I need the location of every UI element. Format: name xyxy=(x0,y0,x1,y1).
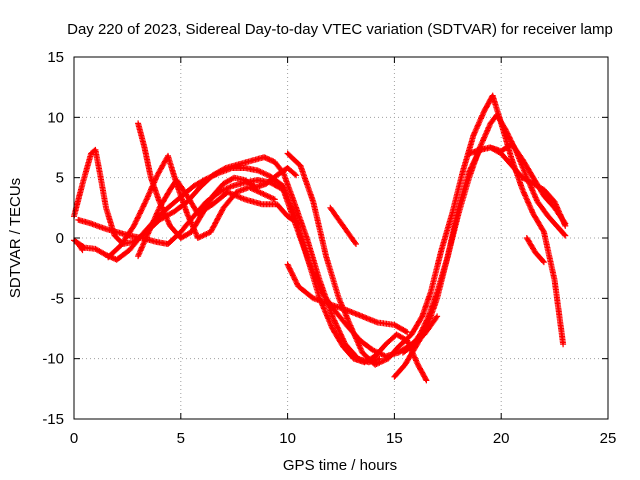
x-tick-label: 25 xyxy=(600,430,617,447)
y-tick-label: 10 xyxy=(47,109,64,126)
series-arc-m xyxy=(523,235,547,266)
series-arc-d xyxy=(135,120,300,241)
series-trace xyxy=(468,146,567,227)
data-series xyxy=(71,92,569,384)
series-arc-l xyxy=(327,204,359,247)
series-plus-markers xyxy=(284,261,411,336)
series-plus-markers xyxy=(399,140,569,356)
series-plus-markers xyxy=(75,241,86,254)
series-arc-e xyxy=(105,152,278,261)
series-arc-j xyxy=(466,144,569,229)
y-tick-label: 0 xyxy=(56,230,64,247)
y-tick-label: 15 xyxy=(47,49,64,66)
x-tick-label: 15 xyxy=(386,430,403,447)
series-plus-markers xyxy=(105,152,278,261)
chart-title: Day 220 of 2023, Sidereal Day-to-day VTE… xyxy=(67,21,613,38)
axis-ticks: 0 5 10 15 20 25 -15 -10 -5 0 5 10 15 xyxy=(42,49,616,447)
y-tick-label: -15 xyxy=(42,411,64,428)
y-axis-label: SDTVAR / TECUs xyxy=(7,178,24,298)
series-arc-f xyxy=(135,177,302,260)
series-plus-markers xyxy=(327,204,359,247)
x-tick-label: 10 xyxy=(279,430,296,447)
y-tick-label: -10 xyxy=(42,351,64,368)
series-plus-markers xyxy=(135,177,302,260)
y-tick-label: -5 xyxy=(51,290,64,307)
series-arc-i xyxy=(399,140,569,356)
series-plus-markers xyxy=(466,144,569,229)
x-axis-label: GPS time / hours xyxy=(283,457,397,474)
series-plus-markers xyxy=(523,235,547,266)
x-tick-label: 5 xyxy=(177,430,185,447)
series-trace xyxy=(78,179,438,358)
series-arc-n xyxy=(75,241,86,254)
x-tick-label: 0 xyxy=(70,430,78,447)
x-tick-label: 20 xyxy=(493,430,510,447)
series-arc-k xyxy=(284,261,411,336)
y-tick-label: 5 xyxy=(56,170,64,187)
